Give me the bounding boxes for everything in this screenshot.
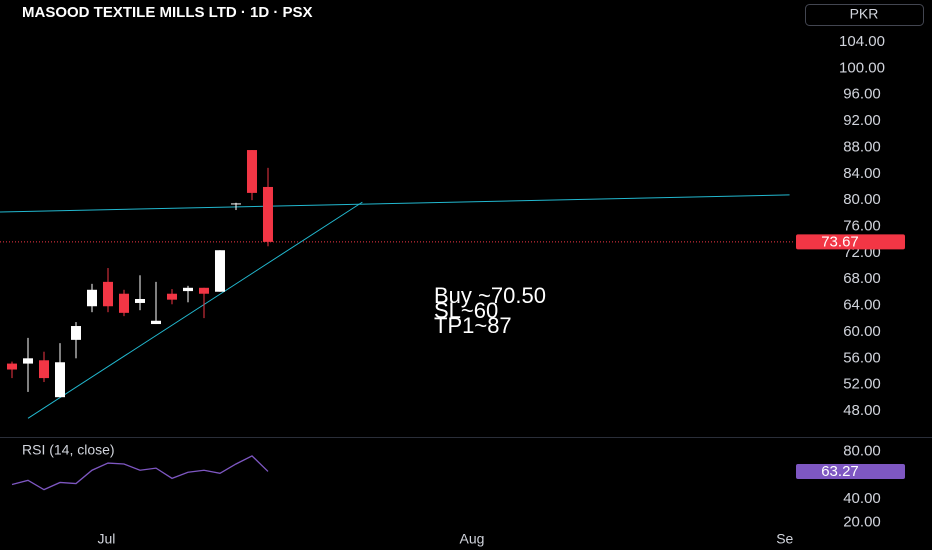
candle-body: [198, 287, 209, 294]
y-tick-label: 88.00: [843, 138, 881, 155]
y-tick-label: 48.00: [843, 402, 881, 419]
annotation-text: Buy ~70.50: [434, 283, 546, 308]
y-tick-label: 60.00: [843, 323, 881, 340]
candle-body: [86, 289, 97, 307]
y-tick-label: 20.00: [843, 513, 881, 530]
trendline: [27, 201, 363, 419]
y-tick-label: 84.00: [843, 165, 881, 182]
candle-body: [214, 250, 225, 292]
candle-body: [182, 287, 193, 292]
x-tick-label: Aug: [460, 531, 485, 547]
y-tick-label: 80.00: [843, 191, 881, 208]
candle-body: [70, 326, 81, 340]
chart-title: MASOOD TEXTILE MILLS LTD · 1D · PSX: [22, 4, 313, 21]
y-tick-label: 96.00: [843, 86, 881, 103]
candle-body: [166, 293, 177, 300]
candle-body: [230, 203, 241, 205]
candle-body: [38, 360, 49, 379]
rsi-line: [11, 455, 269, 491]
rsi-title: RSI (14, close): [22, 442, 115, 458]
candle-body: [134, 299, 145, 303]
y-tick-label: 100.00: [839, 59, 885, 76]
y-tick-label: 52.00: [843, 376, 881, 393]
y-tick-label: 56.00: [843, 349, 881, 366]
candle-body: [22, 358, 33, 364]
y-tick-label: 92.00: [843, 112, 881, 129]
candle-body: [262, 186, 273, 242]
annotation-text: TP1~87: [434, 313, 512, 338]
candle-body: [118, 293, 129, 313]
x-tick-label: Se: [776, 531, 793, 547]
annotation-text: SL~60: [434, 298, 498, 323]
last-value-label: 73.67: [821, 233, 859, 250]
y-tick-label: 80.00: [843, 443, 881, 460]
last-value-badge: [796, 234, 905, 250]
candle-body: [54, 362, 65, 398]
candle-body: [150, 320, 161, 325]
y-tick-label: 40.00: [843, 490, 881, 507]
price-axis: 48.0052.0056.0060.0064.0068.0072.0076.00…: [796, 33, 905, 530]
candle-body: [246, 150, 257, 193]
last-value-badge: [796, 463, 905, 479]
trendline: [0, 194, 790, 213]
currency-label[interactable]: PKR: [850, 6, 879, 22]
x-tick-label: Jul: [97, 531, 115, 547]
last-value-label: 63.27: [821, 463, 859, 480]
candle-body: [102, 281, 113, 307]
currency-button[interactable]: [805, 4, 924, 26]
candle-body: [6, 363, 17, 370]
y-tick-label: 68.00: [843, 270, 881, 287]
y-tick-label: 104.00: [839, 33, 885, 50]
y-tick-label: 76.00: [843, 217, 881, 234]
y-tick-label: 64.00: [843, 297, 881, 314]
